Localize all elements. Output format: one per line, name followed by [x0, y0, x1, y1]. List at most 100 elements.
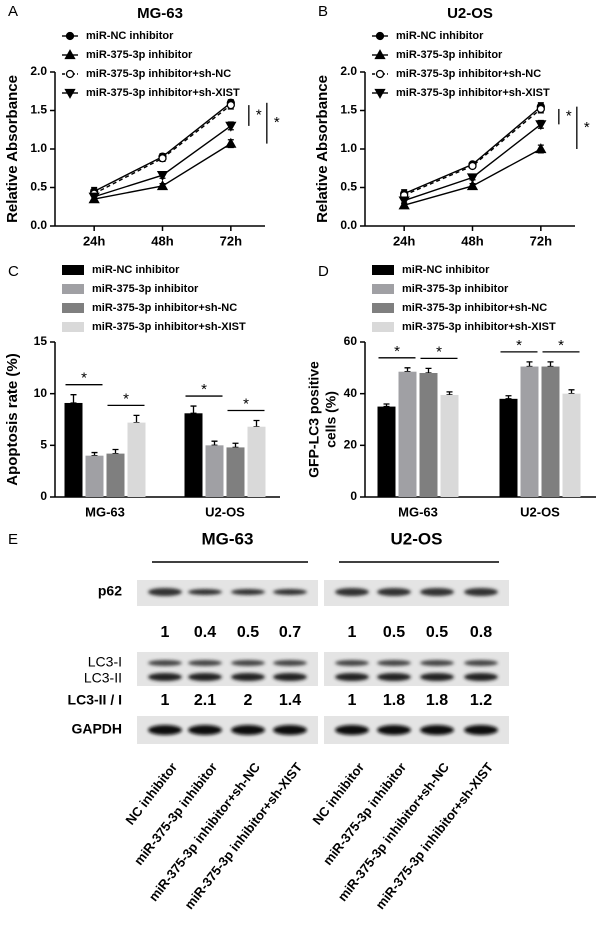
band — [335, 673, 369, 681]
legend-label: miR-375-3p inhibitor+sh-NC — [92, 302, 237, 314]
band — [273, 589, 307, 595]
ratio-value: 1.4 — [279, 692, 301, 709]
row-label: LC3-II / I — [68, 692, 122, 708]
significance-mark: * — [256, 106, 262, 123]
band — [420, 673, 454, 681]
error-bar — [253, 419, 260, 428]
x-tick-label: MG-63 — [398, 504, 438, 519]
bar — [85, 455, 104, 497]
row-label: p62 — [98, 583, 122, 599]
band — [231, 725, 265, 735]
bar — [184, 413, 203, 497]
error-bar — [112, 448, 119, 455]
ratio-value: 2 — [244, 692, 253, 709]
x-tick-label: 72h — [530, 233, 552, 248]
marker — [64, 88, 76, 99]
band — [377, 725, 411, 735]
band — [464, 673, 498, 681]
marker — [375, 69, 385, 79]
marker — [375, 31, 385, 41]
y-tick-label: 10 — [34, 386, 48, 400]
error-bar — [133, 414, 140, 424]
legend-label: miR-375-3p inhibitor+sh-NC — [396, 68, 541, 80]
legend-label: miR-375-3p inhibitor+sh-XIST — [92, 321, 246, 333]
band — [188, 589, 222, 595]
marker — [225, 121, 237, 132]
x-tick-label: MG-63 — [85, 504, 125, 519]
band — [377, 588, 411, 596]
error-bar — [190, 405, 197, 414]
error-bar — [425, 367, 432, 374]
band — [188, 673, 222, 681]
legend-swatch — [62, 322, 84, 332]
marker — [535, 143, 547, 154]
bar — [226, 447, 245, 497]
p62-value: 0.4 — [194, 624, 216, 641]
band — [273, 673, 307, 681]
legend-label: miR-375-3p inhibitor — [396, 49, 503, 61]
panel-label: E — [8, 531, 18, 548]
bar — [106, 453, 125, 497]
y-tick-label: 0 — [40, 489, 47, 503]
legend-label: miR-NC inhibitor — [92, 264, 180, 276]
band — [335, 725, 369, 735]
series-line — [403, 108, 542, 196]
bar — [127, 422, 146, 497]
x-tick-label: 48h — [461, 233, 483, 248]
p62-value: 0.5 — [237, 624, 259, 641]
legend-label: miR-375-3p inhibitor+sh-NC — [402, 302, 547, 314]
marker — [156, 171, 169, 182]
lane-label: miR-375-3p inhibitor — [320, 760, 409, 868]
x-tick-label: U2-OS — [205, 504, 245, 519]
band — [188, 660, 222, 666]
y-tick-label: 60 — [344, 334, 358, 348]
x-tick-label: 24h — [83, 233, 105, 248]
y-tick-label: 1.0 — [30, 141, 47, 155]
band — [464, 660, 498, 666]
significance-mark: * — [274, 114, 280, 131]
p62-value: 0.8 — [470, 624, 492, 641]
legend-swatch — [372, 303, 394, 313]
legend-swatch — [62, 265, 84, 275]
error-bar — [91, 451, 98, 457]
error-bar — [383, 403, 390, 408]
error-bar — [70, 394, 77, 404]
ratio-value: 2.1 — [194, 692, 216, 709]
y-tick-label: 1.0 — [340, 141, 357, 155]
legend-label: miR-375-3p inhibitor+sh-XIST — [402, 321, 556, 333]
error-bar — [547, 361, 554, 368]
panel-label: C — [8, 263, 19, 280]
x-tick-label: 48h — [151, 233, 173, 248]
panel-label: D — [318, 263, 329, 280]
bar — [205, 445, 224, 497]
significance-mark: * — [123, 390, 129, 407]
legend-label: miR-375-3p inhibitor — [402, 283, 509, 295]
error-bar — [568, 389, 575, 395]
y-axis-label: cells (%) — [323, 391, 339, 448]
error-bar — [505, 395, 512, 400]
y-axis-label: Relative Absorbance — [4, 75, 21, 223]
panel-label: A — [8, 3, 18, 20]
legend-label: miR-NC inhibitor — [402, 264, 490, 276]
significance-mark: * — [201, 381, 207, 398]
legend-swatch — [372, 322, 394, 332]
x-tick-label: U2-OS — [520, 504, 560, 519]
band — [335, 660, 369, 666]
p62-value: 1 — [348, 624, 357, 641]
band — [231, 673, 265, 681]
ratio-value: 1.2 — [470, 692, 492, 709]
error-bar — [446, 391, 453, 396]
y-tick-label: 2.0 — [340, 64, 357, 78]
y-tick-label: 0.5 — [340, 180, 357, 194]
y-tick-label: 5 — [40, 438, 47, 452]
band — [273, 660, 307, 666]
ratio-value: 1 — [348, 692, 357, 709]
marker — [226, 100, 235, 110]
legend-swatch — [62, 303, 84, 313]
x-tick-label: 72h — [220, 233, 242, 248]
band — [335, 588, 369, 596]
y-tick-label: 0.5 — [30, 180, 47, 194]
bar — [64, 402, 83, 497]
bar — [377, 406, 396, 497]
significance-mark: * — [558, 337, 564, 354]
